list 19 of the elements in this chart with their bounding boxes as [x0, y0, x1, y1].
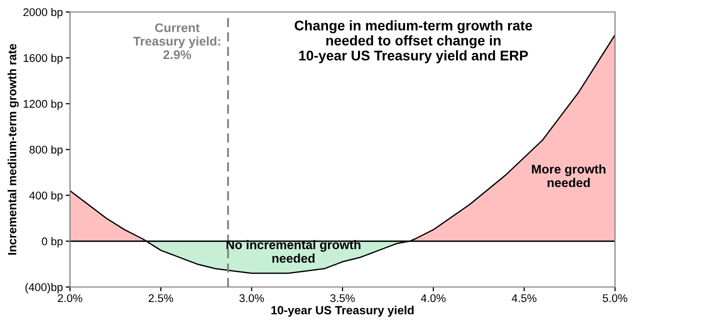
x-tick-label: 2.0% [58, 294, 82, 302]
x-axis-title: 10-year US Treasury yield [271, 306, 414, 317]
x-tick-label: 3.0% [239, 294, 264, 302]
x-tick-label: 4.0% [420, 294, 446, 302]
x-tick-label: 5.0% [602, 294, 628, 302]
x-tick-label: 4.5% [512, 294, 536, 302]
text: Change in medium-term growth rate needed to offset change in 10-year US Treasury yield and ERP [294, 20, 532, 64]
y-tick-label: 800 bp [30, 145, 63, 156]
annotation: More growth needed [532, 164, 606, 188]
y-axis-title: Incremental medium-term growth rate [8, 44, 19, 255]
y-tick-label: 1200 bp [24, 100, 63, 110]
y-tick-label: (400)bp [25, 282, 63, 294]
x-tick-label: 2.5% [148, 294, 174, 302]
y-tick-label: 400 bp [29, 191, 63, 202]
y-tick-label: 2000 bp [23, 8, 63, 18]
y-tick-label: 0 bp [42, 237, 63, 248]
x-tick-label: 3.5% [330, 294, 355, 302]
y-tick-label: 1600 bp [24, 54, 63, 64]
ref-line-label: Current Treasury yield: 2.9% [133, 23, 220, 60]
